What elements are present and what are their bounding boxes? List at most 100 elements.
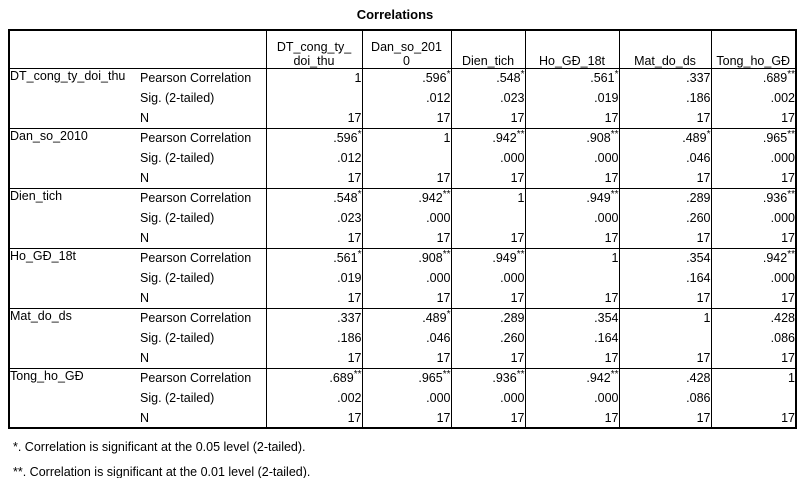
cell-value: .548: [496, 71, 521, 86]
sig-cell: .000: [524, 148, 619, 168]
statistic-label: Sig. (2-tailed): [140, 391, 215, 405]
n-cell: 17: [524, 348, 619, 368]
pearson-cell: .561*: [524, 67, 619, 88]
cell-value: .689: [329, 371, 354, 386]
n-cell: 17: [450, 408, 525, 428]
pearson-cell: .942**: [710, 247, 796, 268]
pearson-cell: 1: [710, 367, 796, 388]
sig-cell: .000: [361, 388, 451, 408]
n-cell: 17: [450, 348, 525, 368]
sig-cell: .000: [710, 268, 796, 288]
n-cell: 17: [710, 408, 796, 428]
statistic-label: Sig. (2-tailed): [140, 91, 215, 105]
n-cell: 17: [265, 108, 362, 128]
cell-value: .942: [492, 131, 517, 146]
pearson-cell: .428: [710, 307, 796, 328]
cell-value: .936: [492, 371, 517, 386]
pearson-cell: .689**: [265, 367, 362, 388]
n-cell: 17: [618, 108, 711, 128]
table-row: Dien_tich Pearson Correlation .548* .942** 1…: [9, 187, 796, 248]
n-cell: 17: [618, 288, 711, 308]
pearson-cell: .548*: [265, 187, 362, 208]
table-row: Sig. (2-tailed) .012.023.019.186.002: [9, 88, 796, 108]
statistic-label: N: [140, 230, 150, 245]
pearson-cell: .289: [618, 187, 711, 208]
statistic-label: N: [140, 410, 150, 425]
pearson-cell: 1: [450, 187, 525, 208]
pearson-cell: .942**: [450, 127, 525, 148]
sig-cell: [710, 388, 796, 408]
pearson-cell: .949**: [450, 247, 525, 268]
table-row: Sig. (2-tailed) .186.046.260.164 .086: [9, 328, 796, 348]
sig-cell: .019: [265, 268, 362, 288]
n-cell: 17: [710, 228, 796, 248]
footnote-0.01: **. Correlation is significant at the 0.…: [13, 465, 311, 478]
pearson-cell: .489*: [618, 127, 711, 148]
table-row: DT_cong_ty_doi_thu Pearson Correlation 1.5…: [9, 67, 796, 128]
n-cell: 17: [450, 288, 525, 308]
n-cell: 17: [361, 168, 451, 188]
table-row: Sig. (2-tailed) .012.000.000.046.000: [9, 148, 796, 168]
cell-value: .965: [418, 371, 443, 386]
statistic-label: Pearson Correlation: [140, 307, 266, 328]
sig-cell: .164: [618, 268, 711, 288]
pearson-cell: .337: [618, 67, 711, 88]
pearson-cell: .354: [618, 247, 711, 268]
cell-value: .908: [586, 131, 611, 146]
table-row: N 17 17 17 17 17 17: [9, 348, 796, 368]
sig-cell: [618, 328, 711, 348]
pearson-cell: .965**: [361, 367, 451, 388]
sig-cell: .186: [618, 88, 711, 108]
n-cell: 17: [524, 288, 619, 308]
pearson-cell: .596*: [265, 127, 362, 148]
n-cell: 17: [710, 288, 796, 308]
pearson-cell: .354: [524, 307, 619, 328]
cell-value: .561: [590, 71, 615, 86]
col-header: DT_cong_ty_ doi_thu: [265, 30, 362, 69]
table-row: Sig. (2-tailed) .019.000.000.164.000: [9, 268, 796, 288]
sig-cell: [361, 148, 451, 168]
n-cell: 17: [618, 408, 711, 428]
row-variable-label: Dan_so_2010: [9, 127, 140, 188]
n-cell: 17: [450, 108, 525, 128]
n-cell: 17: [361, 348, 451, 368]
table-title: Correlations: [356, 7, 434, 22]
n-cell: 17: [361, 108, 451, 128]
n-cell: 17: [265, 348, 362, 368]
statistic-label: Sig. (2-tailed): [140, 331, 215, 345]
n-cell: 17: [265, 168, 362, 188]
pearson-cell: 1: [361, 127, 451, 148]
sig-cell: .046: [618, 148, 711, 168]
statistic-label: N: [140, 110, 150, 125]
statistic-label: Pearson Correlation: [140, 187, 266, 208]
statistic-label: Pearson Correlation: [140, 67, 266, 88]
statistic-label: N: [140, 170, 150, 185]
footnotes: *. Correlation is significant at the 0.0…: [13, 440, 801, 478]
row-variable-label: DT_cong_ty_doi_thu: [9, 67, 140, 128]
statistic-label: Sig. (2-tailed): [140, 151, 215, 165]
n-cell: 17: [524, 228, 619, 248]
n-cell: 17: [450, 168, 525, 188]
pearson-cell: .561*: [265, 247, 362, 268]
sig-cell: .000: [710, 208, 796, 228]
sig-cell: .000: [524, 388, 619, 408]
cell-value: .965: [762, 131, 788, 146]
cell-value: .596: [333, 131, 358, 146]
sig-cell: .260: [618, 208, 711, 228]
sig-cell: .186: [265, 328, 362, 348]
statistic-label: Sig. (2-tailed): [140, 271, 215, 285]
n-cell: 17: [618, 348, 711, 368]
statistic-label: N: [140, 290, 150, 305]
sig-cell: .023: [450, 88, 525, 108]
cell-value: .561: [333, 251, 358, 266]
cell-value: .949: [586, 191, 611, 206]
pearson-cell: .908**: [524, 127, 619, 148]
pearson-cell: .908**: [361, 247, 451, 268]
sig-cell: .000: [450, 148, 525, 168]
sig-cell: [265, 88, 362, 108]
sig-cell: .019: [524, 88, 619, 108]
sig-cell: .086: [618, 388, 711, 408]
sig-cell: .012: [361, 88, 451, 108]
sig-cell: .002: [710, 88, 796, 108]
row-variable-label: Tong_ho_GĐ: [9, 367, 140, 428]
